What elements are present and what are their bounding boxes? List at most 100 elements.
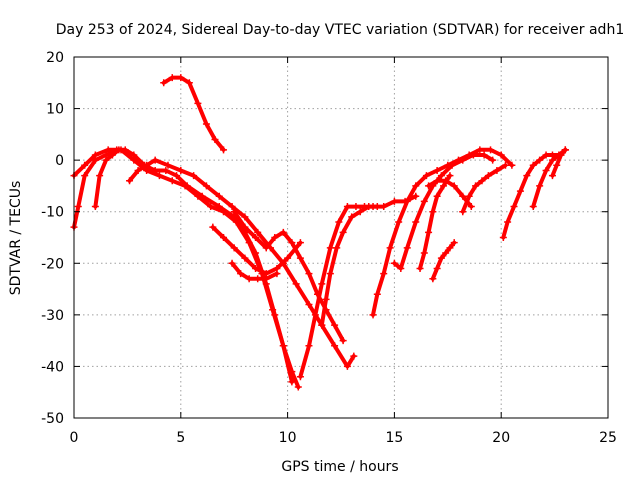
data-point-marker xyxy=(437,172,445,180)
data-point-marker xyxy=(296,239,304,247)
series-line xyxy=(319,204,380,328)
data-point-marker xyxy=(220,146,228,154)
series-arc-s xyxy=(548,146,569,180)
data-point-marker xyxy=(395,218,403,226)
data-point-marker xyxy=(318,321,326,329)
series-arc-k xyxy=(369,146,516,319)
data-point-marker xyxy=(465,192,473,200)
data-point-marker xyxy=(254,228,262,236)
data-point-marker xyxy=(446,244,454,252)
plot-frame xyxy=(73,56,609,419)
data-point-marker xyxy=(504,218,512,226)
data-point-marker xyxy=(262,275,270,283)
data-point-marker xyxy=(143,161,151,169)
data-point-marker xyxy=(318,280,326,288)
data-point-marker xyxy=(228,259,236,267)
data-point-marker xyxy=(425,182,433,190)
data-point-marker xyxy=(288,378,296,386)
data-point-marker xyxy=(343,203,351,211)
series-line xyxy=(127,158,356,369)
data-point-marker xyxy=(433,192,441,200)
data-point-marker xyxy=(397,264,405,272)
data-point-marker xyxy=(168,74,176,82)
data-point-marker xyxy=(126,177,134,185)
data-point-marker xyxy=(487,146,495,154)
series-arc-i xyxy=(296,192,420,381)
data-point-marker xyxy=(177,74,185,82)
data-point-marker xyxy=(343,362,351,370)
data-point-marker xyxy=(469,151,477,159)
y-tick-label: -50 xyxy=(41,411,64,427)
data-point-marker xyxy=(194,192,202,200)
x-tick-label: 25 xyxy=(599,430,617,446)
data-point-marker xyxy=(339,228,347,236)
data-point-marker xyxy=(151,156,159,164)
data-point-marker xyxy=(237,270,245,278)
series-arc-b xyxy=(70,146,302,391)
data-point-marker xyxy=(412,192,420,200)
data-point-marker xyxy=(433,166,441,174)
data-point-marker xyxy=(269,306,277,314)
data-point-marker xyxy=(493,166,501,174)
data-point-marker xyxy=(288,239,296,247)
data-point-marker xyxy=(339,337,347,345)
data-point-marker xyxy=(81,172,89,180)
data-point-marker xyxy=(459,208,467,216)
data-point-marker xyxy=(91,203,99,211)
data-point-marker xyxy=(271,234,279,241)
data-point-marker xyxy=(241,254,249,262)
data-point-marker xyxy=(202,182,210,190)
data-point-marker xyxy=(489,156,497,164)
data-point-marker xyxy=(348,213,356,221)
data-point-marker xyxy=(220,208,228,216)
data-point-marker xyxy=(484,172,492,180)
data-point-marker xyxy=(420,249,428,257)
x-tick-label: 0 xyxy=(70,430,79,446)
data-point-marker xyxy=(529,161,537,169)
data-point-marker xyxy=(429,208,437,216)
data-point-marker xyxy=(450,239,458,247)
data-point-marker xyxy=(296,254,304,262)
series-layer xyxy=(70,74,569,391)
y-tick-label: 0 xyxy=(55,153,64,169)
data-point-marker xyxy=(448,161,456,169)
data-point-marker xyxy=(476,146,484,154)
data-point-marker xyxy=(160,79,168,87)
data-point-marker xyxy=(501,161,509,169)
data-point-marker xyxy=(433,177,441,185)
data-point-marker xyxy=(322,295,330,303)
data-point-marker xyxy=(331,321,339,329)
data-point-marker xyxy=(472,182,480,190)
data-point-marker xyxy=(365,203,373,211)
data-point-marker xyxy=(273,270,281,278)
data-point-marker xyxy=(516,187,524,195)
series-arc-a xyxy=(160,74,228,154)
data-point-marker xyxy=(350,352,358,360)
data-point-marker xyxy=(305,270,313,278)
data-point-marker xyxy=(91,151,99,159)
series-arc-m xyxy=(416,172,454,272)
data-point-marker xyxy=(422,172,430,180)
data-point-marker xyxy=(173,172,181,180)
y-tick-label: 10 xyxy=(46,102,64,118)
data-point-marker xyxy=(561,146,569,154)
data-point-marker xyxy=(442,177,450,185)
data-point-marker xyxy=(548,172,556,180)
y-axis-label: SDTVAR / TECUs xyxy=(8,181,24,296)
data-point-marker xyxy=(207,203,215,211)
series-line xyxy=(371,147,514,317)
data-point-marker xyxy=(211,136,219,144)
x-tick-label: 5 xyxy=(176,430,185,446)
data-point-marker xyxy=(305,301,313,309)
data-point-marker xyxy=(279,228,287,236)
x-tick-label: 15 xyxy=(385,430,403,446)
data-point-marker xyxy=(155,172,163,180)
data-point-marker xyxy=(433,264,441,272)
data-point-marker xyxy=(440,182,448,190)
data-point-marker xyxy=(510,203,518,211)
data-point-marker xyxy=(228,203,236,211)
data-point-marker xyxy=(412,218,420,226)
data-point-marker xyxy=(220,234,228,241)
data-point-marker xyxy=(134,166,142,174)
axis-layer: 0 5 10 15 20 25 20 10 0 -10 -20 -30 -40 -50 xyxy=(41,50,617,446)
